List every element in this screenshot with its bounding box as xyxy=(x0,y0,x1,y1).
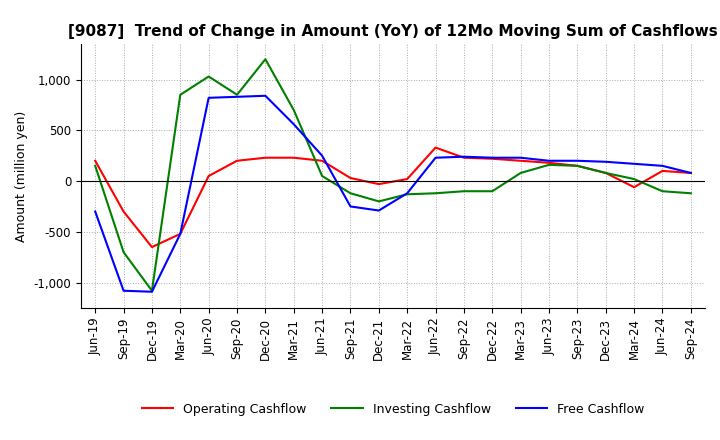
Operating Cashflow xyxy=(318,158,326,163)
Investing Cashflow xyxy=(601,170,610,176)
Free Cashflow xyxy=(431,155,440,160)
Line: Operating Cashflow: Operating Cashflow xyxy=(95,147,690,247)
Investing Cashflow xyxy=(346,191,355,196)
Operating Cashflow xyxy=(516,158,525,163)
Investing Cashflow xyxy=(289,107,298,113)
Investing Cashflow xyxy=(176,92,184,97)
Operating Cashflow xyxy=(204,173,213,179)
Free Cashflow xyxy=(374,208,383,213)
Line: Free Cashflow: Free Cashflow xyxy=(95,96,690,292)
Investing Cashflow xyxy=(261,57,270,62)
Operating Cashflow xyxy=(374,181,383,187)
Operating Cashflow xyxy=(545,160,554,165)
Investing Cashflow xyxy=(120,249,128,255)
Free Cashflow xyxy=(120,288,128,293)
Free Cashflow xyxy=(686,170,695,176)
Free Cashflow xyxy=(658,163,667,169)
Investing Cashflow xyxy=(459,189,468,194)
Free Cashflow xyxy=(573,158,582,163)
Free Cashflow xyxy=(176,231,184,237)
Operating Cashflow xyxy=(346,176,355,181)
Investing Cashflow xyxy=(488,189,497,194)
Free Cashflow xyxy=(516,155,525,160)
Operating Cashflow xyxy=(431,145,440,150)
Free Cashflow xyxy=(148,289,156,294)
Free Cashflow xyxy=(261,93,270,99)
Operating Cashflow xyxy=(573,163,582,169)
Investing Cashflow xyxy=(516,170,525,176)
Operating Cashflow xyxy=(148,245,156,250)
Free Cashflow xyxy=(630,161,639,166)
Line: Investing Cashflow: Investing Cashflow xyxy=(95,59,690,291)
Operating Cashflow xyxy=(120,209,128,214)
Operating Cashflow xyxy=(686,170,695,176)
Title: [9087]  Trend of Change in Amount (YoY) of 12Mo Moving Sum of Cashflows: [9087] Trend of Change in Amount (YoY) o… xyxy=(68,24,718,39)
Free Cashflow xyxy=(233,94,241,99)
Free Cashflow xyxy=(204,95,213,100)
Operating Cashflow xyxy=(91,158,99,163)
Investing Cashflow xyxy=(573,163,582,169)
Investing Cashflow xyxy=(374,199,383,204)
Free Cashflow xyxy=(545,158,554,163)
Legend: Operating Cashflow, Investing Cashflow, Free Cashflow: Operating Cashflow, Investing Cashflow, … xyxy=(137,398,649,421)
Investing Cashflow xyxy=(686,191,695,196)
Investing Cashflow xyxy=(431,191,440,196)
Investing Cashflow xyxy=(630,176,639,182)
Y-axis label: Amount (million yen): Amount (million yen) xyxy=(15,110,28,242)
Investing Cashflow xyxy=(233,92,241,97)
Investing Cashflow xyxy=(545,162,554,168)
Investing Cashflow xyxy=(658,189,667,194)
Investing Cashflow xyxy=(91,163,99,169)
Free Cashflow xyxy=(601,159,610,165)
Investing Cashflow xyxy=(204,74,213,79)
Operating Cashflow xyxy=(261,155,270,160)
Operating Cashflow xyxy=(630,184,639,190)
Operating Cashflow xyxy=(403,176,412,182)
Free Cashflow xyxy=(91,209,99,214)
Operating Cashflow xyxy=(488,156,497,161)
Operating Cashflow xyxy=(658,168,667,173)
Free Cashflow xyxy=(459,154,468,159)
Operating Cashflow xyxy=(459,155,468,160)
Free Cashflow xyxy=(318,153,326,158)
Operating Cashflow xyxy=(176,231,184,237)
Free Cashflow xyxy=(403,191,412,196)
Investing Cashflow xyxy=(148,288,156,293)
Investing Cashflow xyxy=(318,173,326,179)
Free Cashflow xyxy=(289,121,298,127)
Free Cashflow xyxy=(488,155,497,160)
Investing Cashflow xyxy=(403,192,412,197)
Free Cashflow xyxy=(346,204,355,209)
Operating Cashflow xyxy=(601,170,610,176)
Operating Cashflow xyxy=(289,155,298,160)
Operating Cashflow xyxy=(233,158,241,163)
